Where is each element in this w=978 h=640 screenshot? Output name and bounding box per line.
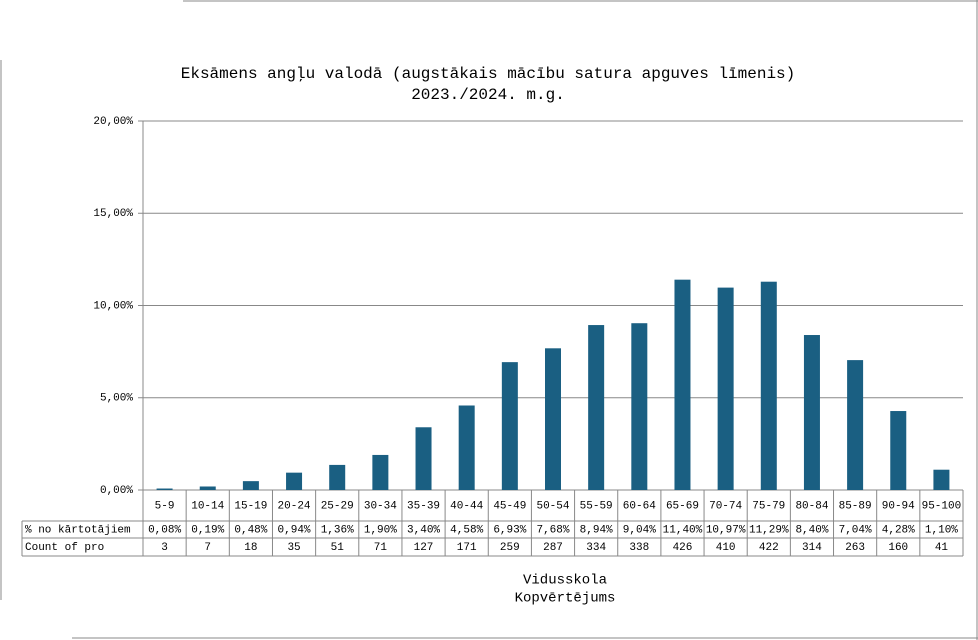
bar — [803, 335, 820, 490]
bar — [199, 486, 216, 490]
x-tick-label: 40-44 — [450, 500, 483, 512]
table-cell: 11,40% — [663, 524, 703, 536]
bar — [847, 360, 864, 490]
bar — [717, 287, 734, 490]
bar — [458, 405, 475, 490]
table-cell: 11,29% — [749, 524, 789, 536]
table-cell: 263 — [845, 542, 865, 554]
y-tick-label: 5,00% — [100, 393, 133, 405]
table-cell: 35 — [287, 542, 300, 554]
table-cell: 8,94% — [580, 524, 613, 536]
bar — [933, 469, 950, 490]
bar — [242, 481, 259, 490]
y-tick-label: 15,00% — [93, 208, 133, 220]
table-cell: 1,90% — [364, 524, 397, 536]
table-cell: 314 — [802, 542, 822, 554]
table-cell: 0,48% — [234, 524, 267, 536]
table-cell: 334 — [586, 542, 606, 554]
x-tick-label: 20-24 — [278, 500, 311, 512]
table-cell: 259 — [500, 542, 520, 554]
bar — [674, 279, 691, 490]
x-tick-label: 70-74 — [709, 500, 742, 512]
x-tick-label: 90-94 — [882, 500, 915, 512]
table-cell: 6,93% — [493, 524, 526, 536]
x-tick-label: 15-19 — [234, 500, 267, 512]
table-cell: 410 — [716, 542, 736, 554]
y-tick-label: 20,00% — [93, 116, 133, 128]
bar — [588, 325, 605, 490]
table-cell: 338 — [629, 542, 649, 554]
table-cell: 1,36% — [321, 524, 354, 536]
x-tick-label: 25-29 — [321, 500, 354, 512]
x-axis-label: Vidusskola — [523, 573, 607, 589]
chart-title: Eksāmens angļu valodā (augstākais mācību… — [181, 65, 796, 83]
x-tick-label: 5-9 — [155, 500, 175, 512]
x-tick-label: 75-79 — [752, 500, 785, 512]
table-cell: 0,19% — [191, 524, 224, 536]
table-cell: 8,40% — [795, 524, 828, 536]
x-tick-label: 65-69 — [666, 500, 699, 512]
table-cell: 3 — [161, 542, 168, 554]
bar — [760, 281, 777, 490]
table-cell: 7,68% — [536, 524, 569, 536]
x-axis-label: Kopvērtējums — [515, 591, 616, 607]
table-cell: 160 — [888, 542, 908, 554]
bar — [415, 427, 432, 490]
x-tick-label: 60-64 — [623, 500, 656, 512]
bar — [501, 362, 518, 490]
bar — [890, 411, 907, 490]
table-cell: 422 — [759, 542, 779, 554]
bar — [156, 488, 173, 490]
bar — [286, 472, 303, 490]
table-cell: 3,40% — [407, 524, 440, 536]
table-cell: 71 — [374, 542, 388, 554]
bar — [631, 323, 648, 490]
table-cell: 4,28% — [882, 524, 915, 536]
table-cell: 41 — [935, 542, 949, 554]
table-cell: 18 — [244, 542, 257, 554]
table-cell: 0,08% — [148, 524, 181, 536]
table-cell: 51 — [331, 542, 345, 554]
table-cell: 7,04% — [839, 524, 872, 536]
table-cell: 4,58% — [450, 524, 483, 536]
x-tick-label: 10-14 — [191, 500, 224, 512]
table-cell: 10,97% — [706, 524, 746, 536]
bar — [329, 464, 346, 490]
x-tick-label: 35-39 — [407, 500, 440, 512]
x-tick-label: 95-100 — [922, 500, 962, 512]
x-tick-label: 45-49 — [493, 500, 526, 512]
bar — [372, 454, 389, 490]
table-row-label: Count of pro — [25, 542, 104, 554]
table-cell: 9,04% — [623, 524, 656, 536]
table-cell: 0,94% — [278, 524, 311, 536]
x-tick-label: 55-59 — [580, 500, 613, 512]
table-cell: 7 — [204, 542, 211, 554]
table-cell: 426 — [673, 542, 693, 554]
table-row-label: % no kārtotājiem — [25, 524, 131, 536]
table-cell: 287 — [543, 542, 563, 554]
x-tick-label: 80-84 — [795, 500, 828, 512]
table-cell: 1,10% — [925, 524, 958, 536]
x-tick-label: 85-89 — [839, 500, 872, 512]
chart-subtitle: 2023./2024. m.g. — [411, 86, 565, 104]
y-tick-label: 0,00% — [100, 485, 133, 497]
bar — [545, 348, 561, 490]
x-tick-label: 50-54 — [536, 500, 569, 512]
y-tick-label: 10,00% — [93, 300, 133, 312]
table-cell: 171 — [457, 542, 477, 554]
x-tick-label: 30-34 — [364, 500, 397, 512]
table-cell: 127 — [414, 542, 434, 554]
